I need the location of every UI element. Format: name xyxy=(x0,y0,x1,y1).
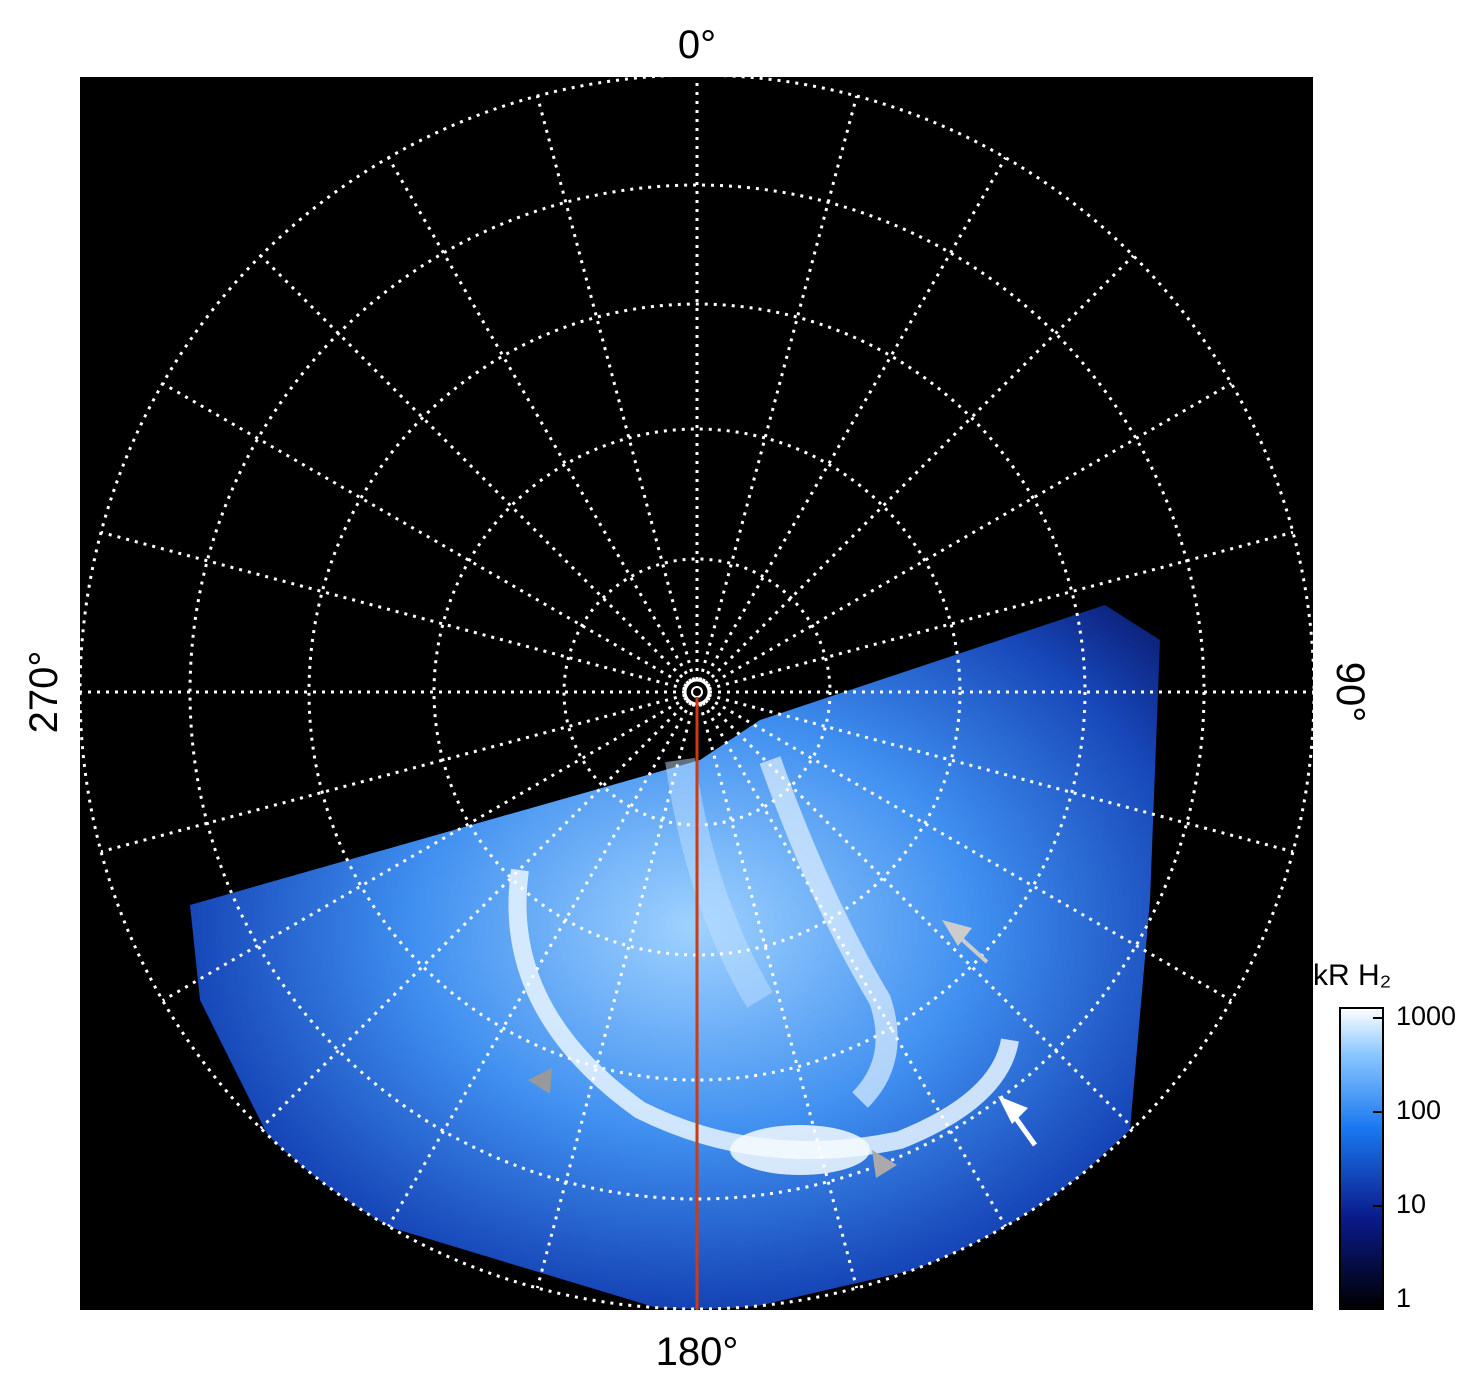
meridian xyxy=(698,703,859,1289)
meridian xyxy=(100,693,686,854)
colorbar-tick-label: 100 xyxy=(1396,1095,1441,1125)
longitude-label: 270° xyxy=(22,651,66,734)
meridian xyxy=(708,530,1294,691)
meridian xyxy=(259,254,690,685)
colorbar-title: kR H₂ xyxy=(1313,959,1391,992)
meridian xyxy=(701,156,1007,683)
colorbar-tick-label: 10 xyxy=(1396,1189,1426,1219)
longitude-label: 180° xyxy=(656,1330,739,1374)
meridian xyxy=(161,696,688,1002)
meridian xyxy=(704,699,1135,1130)
meridian xyxy=(100,530,686,691)
meridian xyxy=(161,382,688,688)
meridian xyxy=(698,95,859,681)
meridian xyxy=(387,701,693,1228)
meridian xyxy=(535,95,696,681)
longitude-label: 90° xyxy=(1328,662,1372,723)
latitude-circle xyxy=(307,302,1087,1082)
polar-grid xyxy=(78,73,1316,1311)
meridian xyxy=(704,254,1135,685)
arrowhead xyxy=(528,1068,552,1094)
meridian xyxy=(259,699,690,1130)
meridian xyxy=(706,382,1233,688)
meridian xyxy=(708,693,1294,854)
arrowhead xyxy=(872,1150,897,1178)
longitude-label: 0° xyxy=(678,23,716,67)
colorbar-tick-label: 1 xyxy=(1396,1283,1411,1313)
meridian xyxy=(701,701,1007,1228)
latitude-circle xyxy=(432,427,962,957)
colorbar-tick-label: 1000 xyxy=(1396,1001,1456,1031)
colorbar xyxy=(1339,1007,1384,1310)
aurora-image xyxy=(190,605,1160,1309)
meridian xyxy=(387,156,693,683)
arrows xyxy=(528,920,1038,1178)
meridian xyxy=(706,696,1233,1002)
meridian xyxy=(535,703,696,1289)
